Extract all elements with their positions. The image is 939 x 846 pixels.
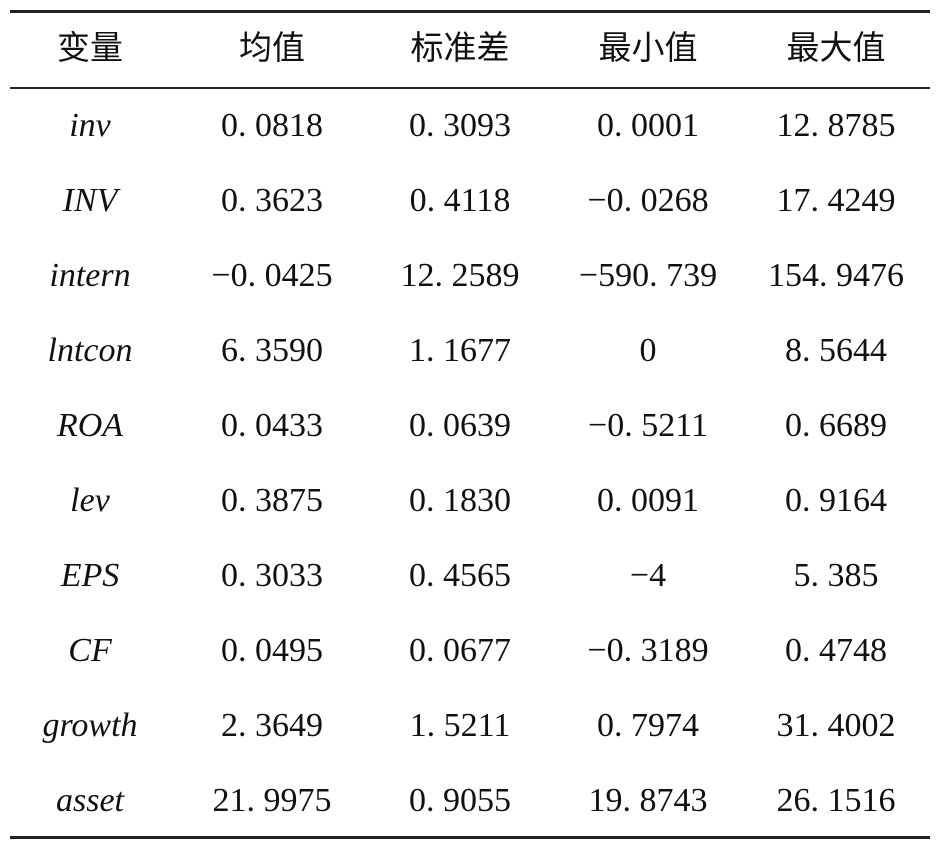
value-cell: 12. 8785 [776,107,896,144]
value-cell: 0. 9164 [785,482,887,519]
header-cell: 变量 [57,28,123,67]
value-cell: 0. 7974 [597,707,699,744]
value-cell: 0. 4565 [409,557,511,594]
value-cell: 2. 3649 [221,707,323,744]
value-cell: 0. 3875 [221,482,323,519]
value-cell: 0. 4118 [409,182,511,219]
value-cell: 0. 6689 [785,407,887,444]
value-cell: 154. 9476 [768,257,904,294]
value-cell: 1. 1677 [409,332,511,369]
variable-name: lev [70,482,110,519]
value-cell: 5. 385 [793,557,879,594]
variable-name: ROA [56,407,124,444]
header-rule [10,87,930,89]
value-cell: 0. 0091 [597,482,699,519]
value-cell: 0. 0495 [221,632,323,669]
header-cell: 均值 [239,28,305,67]
value-cell: 21. 9975 [212,782,332,819]
value-cell: 0. 3033 [221,557,323,594]
value-cell: 26. 1516 [776,782,896,819]
value-cell: 8. 5644 [785,332,887,369]
value-cell: 0. 0639 [409,407,511,444]
variable-name: asset [56,782,124,819]
variable-name: CF [68,632,112,669]
value-cell: −0. 5211 [588,407,708,444]
value-cell: 0. 0677 [409,632,511,669]
value-cell: 6. 3590 [221,332,323,369]
bottom-rule [10,836,930,839]
header-cell: 最小值 [598,28,698,67]
value-cell: 19. 8743 [588,782,708,819]
variable-name: intern [49,257,131,294]
value-cell: 0. 4748 [785,632,887,669]
header-cell: 标准差 [410,28,510,67]
value-cell: 0. 9055 [409,782,511,819]
value-cell: 0. 0818 [221,107,323,144]
value-cell: 31. 4002 [776,707,896,744]
value-cell: 0. 3623 [221,182,323,219]
value-cell: 1. 5211 [409,707,511,744]
value-cell: −4 [629,557,667,594]
value-cell: −0. 0268 [587,182,709,219]
value-cell: −0. 3189 [587,632,709,669]
value-cell: 12. 2589 [400,257,520,294]
value-cell: −590. 739 [578,257,718,294]
top-rule [10,10,930,13]
value-cell: 17. 4249 [776,182,896,219]
variable-name: growth [42,707,138,744]
variable-name: lntcon [47,332,133,369]
value-cell: 0. 3093 [409,107,511,144]
value-cell: 0. 0001 [597,107,699,144]
variable-name: inv [69,107,111,144]
variable-name: EPS [60,557,120,594]
value-cell: 0. 0433 [221,407,323,444]
value-cell: 0 [639,332,657,369]
variable-name: INV [62,182,118,219]
value-cell: 0. 1830 [409,482,511,519]
value-cell: −0. 0425 [211,257,333,294]
header-cell: 最大值 [786,28,886,67]
